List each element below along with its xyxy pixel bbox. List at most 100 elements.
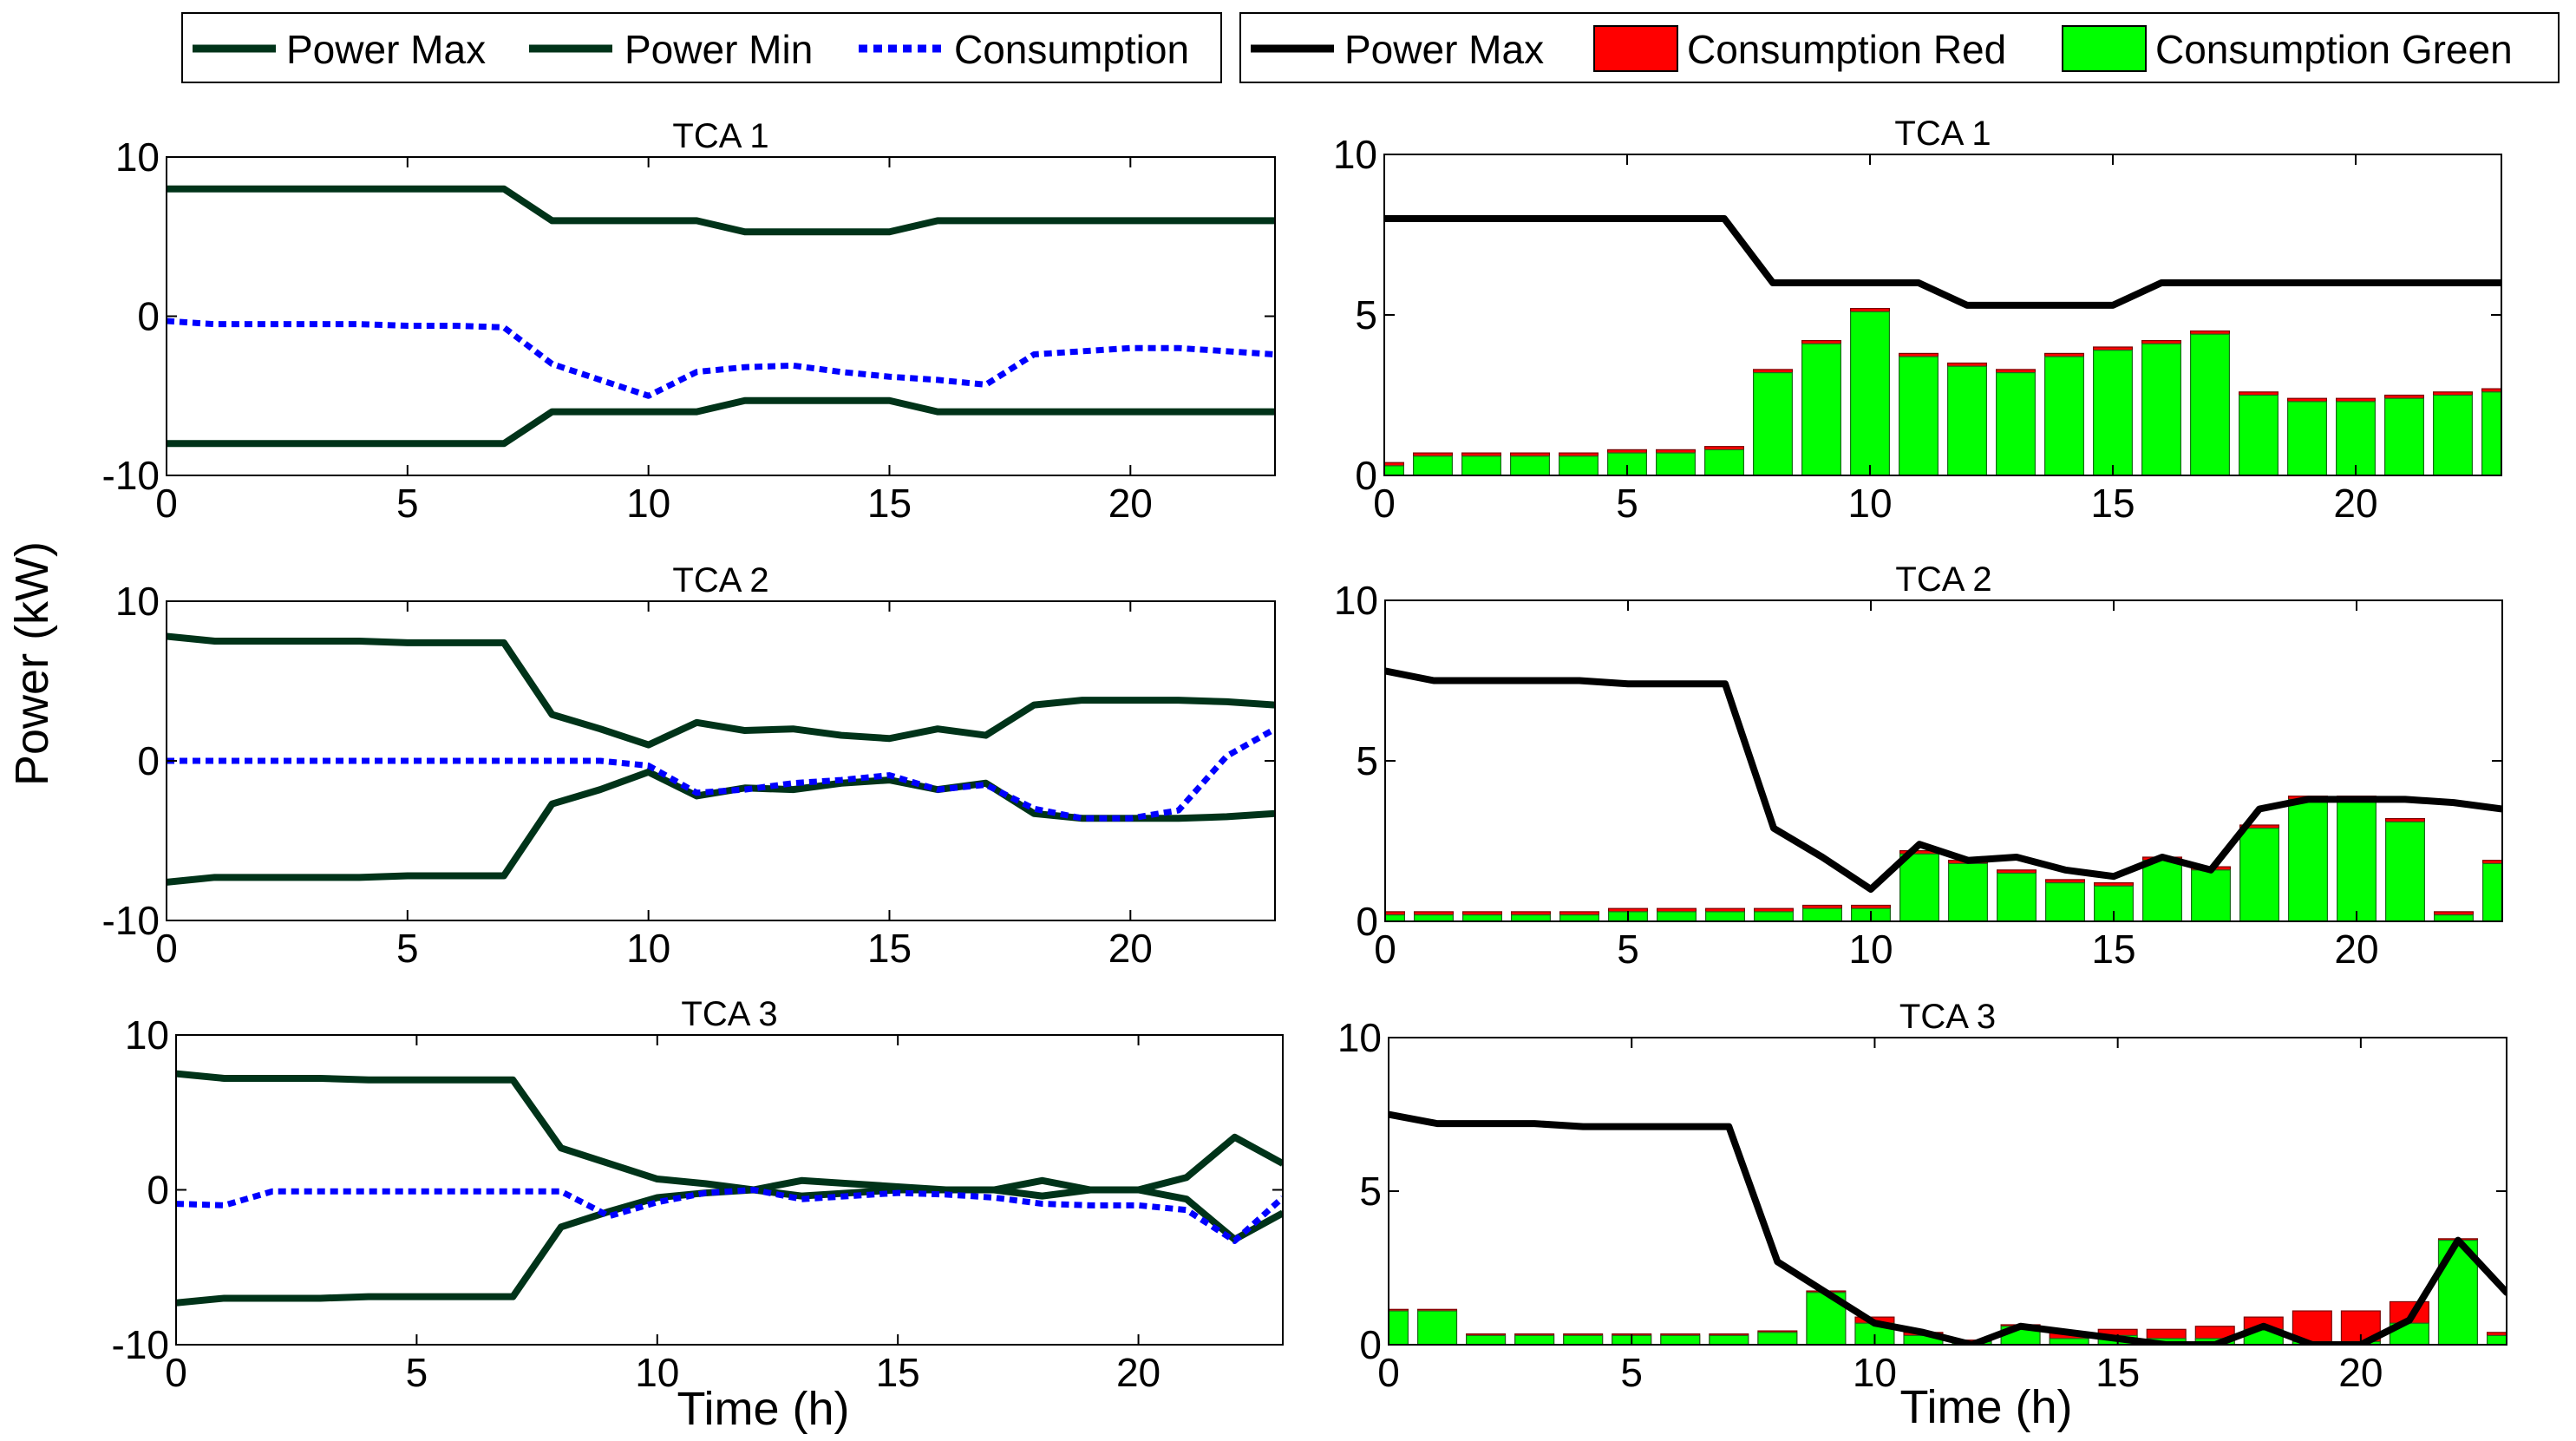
legend-right-label-power-max: Power Max [1344, 27, 1544, 72]
chart-left-tca1-ytick-label-0: 0 [137, 294, 160, 339]
chart-right-tca3-xtick-label-0: 0 [1377, 1350, 1400, 1395]
chart-right-tca1-xtick-label-15: 15 [2090, 481, 2135, 526]
chart-right-tca1-bar-green-1 [1412, 455, 1453, 475]
chart-left-tca1-line-consumption [167, 318, 1275, 399]
chart-left-tca1-xtick-label-15: 15 [867, 481, 912, 526]
chart-left-tca2-xtick-label-15: 15 [867, 926, 912, 971]
chart-right-tca2-bar-green-11 [1899, 853, 1940, 921]
chart-right-tca1-line-power-max [1384, 215, 2501, 309]
chart-right-tca2-title: TCA 2 [1895, 560, 1991, 599]
chart-left-tca1-title: TCA 1 [672, 117, 768, 155]
chart-right-tca2-bar-green-4 [1559, 914, 1599, 921]
chart-right-tca2-bar-green-6 [1656, 911, 1697, 921]
chart-left-tca1-xtick-label-0: 0 [155, 481, 178, 526]
chart-right-tca1-ytick-label-10: 10 [1333, 132, 1377, 177]
chart-left-tca2-line-power-max [167, 632, 1275, 749]
chart-right-tca2-ytick-label-10: 10 [1334, 578, 1378, 623]
chart-right-tca1-bar-green-20 [2336, 401, 2377, 475]
chart-right-tca3-bar-green-7 [1709, 1334, 1749, 1345]
legend-right-swatch-consumption-green [2062, 25, 2147, 72]
chart-right-tca2-line-power-max [1385, 667, 2502, 893]
chart-right-tca1-title: TCA 1 [1894, 115, 1991, 153]
chart-left-tca3-plot [176, 1070, 1283, 1307]
chart-right-tca1-bar-green-17 [2190, 333, 2231, 475]
chart-right-tca1-bar-green-10 [1850, 311, 1891, 475]
chart-right-tca1-ytick-label-5: 5 [1355, 292, 1377, 337]
chart-right-tca1-xtick-label-20: 20 [2333, 481, 2377, 526]
chart-right-tca2-xtick-label-20: 20 [2334, 927, 2378, 972]
chart-right-tca3-xtick-label-10: 10 [1853, 1350, 1897, 1395]
chart-right-tca2-xtick-label-15: 15 [2091, 927, 2135, 972]
chart-right-tca2-xtick-label-5: 5 [1617, 927, 1639, 972]
chart-right-tca2-bar-green-23 [2482, 862, 2502, 921]
chart-right-tca1-bar-green-9 [1801, 343, 1842, 475]
chart-left-tca2-xtick-label-10: 10 [626, 926, 670, 971]
chart-right-tca3-bar-green-2 [1466, 1334, 1507, 1345]
chart-left-tca3-xtick-label-0: 0 [165, 1350, 187, 1395]
chart-right-tca3-bar-green-8 [1757, 1332, 1798, 1345]
chart-right-tca2-xtick-label-0: 0 [1374, 927, 1396, 972]
chart-right-tca2-bar-green-16 [2142, 860, 2183, 921]
chart-right-tca3-plot-area [1389, 1038, 2507, 1345]
chart-right-tca1: TCA 1 0 5 10 15 20 0 5 10 [1333, 115, 2502, 526]
chart-right-tca2-bar-green-3 [1510, 914, 1551, 921]
legend-right-box [1239, 12, 2560, 83]
chart-right-tca1-bar-green-0 [1384, 465, 1404, 475]
chart-left-tca1-line-power-min [167, 396, 1275, 448]
chart-right-tca2-plot-area [1385, 600, 2502, 921]
chart-right-tca3-ytick-label-0: 0 [1359, 1322, 1382, 1367]
chart-left-tca2-ytick-label--10: -10 [102, 898, 160, 943]
chart-right-tca2-xtick-label-10: 10 [1848, 927, 1893, 972]
chart-right-tca3-bar-green-6 [1660, 1334, 1701, 1345]
legend-right-label-consumption-red: Consumption Red [1687, 27, 2006, 72]
chart-right-tca1-bar-green-22 [2433, 394, 2474, 475]
chart-right-tca1-plot-area [1384, 154, 2501, 475]
chart-right-tca1-bar-green-16 [2141, 343, 2182, 475]
chart-right-tca2-bar-green-22 [2434, 914, 2475, 921]
chart-left-tca1-ytick-label--10: -10 [102, 453, 160, 498]
chart-right-tca3: TCA 3 0 5 10 15 20 0 5 10 [1337, 998, 2507, 1395]
chart-left-tca3-xtick-label-10: 10 [635, 1350, 679, 1395]
chart-right-tca2-plot [1385, 667, 2502, 921]
chart-right-tca2-bar-green-14 [2045, 881, 2086, 921]
chart-right-tca3-xtick-label-15: 15 [2095, 1350, 2140, 1395]
chart-left-tca3-xtick-label-5: 5 [406, 1350, 428, 1395]
legend-right-swatch-consumption-red [1593, 25, 1678, 72]
legend-left-box [181, 12, 1222, 83]
chart-right-tca3-ytick-label-5: 5 [1359, 1169, 1382, 1214]
chart-right-tca2-bar-green-18 [2239, 828, 2280, 921]
chart-right-tca2-bar-green-1 [1413, 914, 1454, 921]
chart-right-tca2-bar-green-7 [1704, 911, 1745, 921]
chart-right-tca1-xtick-label-0: 0 [1373, 481, 1396, 526]
chart-left-tca2-xtick-label-20: 20 [1108, 926, 1153, 971]
chart-right-tca3-xtick-label-5: 5 [1620, 1350, 1643, 1395]
chart-right-tca3-bar-green-3 [1514, 1334, 1555, 1345]
chart-right-tca2-bar-green-21 [2385, 821, 2426, 921]
left-xlabel: Time (h) [677, 1383, 850, 1435]
chart-left-tca2-plot-area [167, 601, 1275, 920]
chart-right-tca1-bar-green-23 [2481, 391, 2501, 475]
chart-right-tca2-bar-green-15 [2094, 885, 2135, 921]
chart-right-tca3-bar-green-14 [2049, 1338, 2089, 1345]
chart-left-tca2-ytick-label-0: 0 [137, 738, 160, 783]
chart-right-tca1-bar-green-3 [1509, 455, 1550, 475]
chart-right-tca3-xtick-label-20: 20 [2338, 1350, 2383, 1395]
chart-right-tca2-bar-green-19 [2288, 798, 2329, 921]
chart-right-tca2-bar-green-12 [1948, 862, 1989, 921]
chart-left-tca3-ytick-label--10: -10 [112, 1322, 169, 1367]
chart-right-tca1-bar-green-7 [1703, 449, 1744, 475]
chart-left-tca1-xtick-label-20: 20 [1108, 481, 1153, 526]
chart-right-tca2-bar-green-20 [2337, 798, 2377, 921]
chart-left-tca1-plot-area [167, 157, 1275, 475]
chart-right-tca2-ytick-label-5: 5 [1356, 738, 1378, 783]
chart-left-tca3-xtick-label-20: 20 [1116, 1350, 1161, 1395]
legend-right: Power Max Consumption Red Consumption Gr… [1239, 12, 2560, 83]
chart-right-tca3-line-power-max [1389, 1110, 2507, 1345]
chart-right-tca2-bar-green-17 [2191, 869, 2232, 921]
chart-right-tca1-bar-green-14 [2044, 356, 2085, 475]
chart-right-tca2-ytick-label-0: 0 [1356, 899, 1378, 944]
chart-left-tca2-xtick-label-5: 5 [396, 926, 419, 971]
